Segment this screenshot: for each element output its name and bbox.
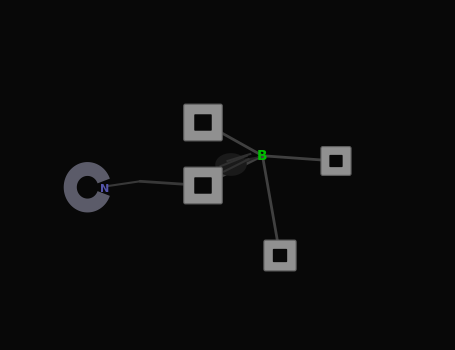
Text: N: N	[101, 184, 110, 194]
FancyBboxPatch shape	[184, 167, 222, 204]
FancyBboxPatch shape	[194, 177, 212, 194]
Polygon shape	[229, 156, 263, 170]
Text: B: B	[257, 149, 268, 163]
Polygon shape	[64, 162, 110, 212]
FancyBboxPatch shape	[273, 249, 287, 262]
FancyBboxPatch shape	[321, 147, 351, 175]
FancyBboxPatch shape	[329, 155, 343, 167]
FancyBboxPatch shape	[184, 104, 222, 141]
Ellipse shape	[215, 153, 247, 176]
FancyBboxPatch shape	[194, 114, 212, 131]
FancyBboxPatch shape	[264, 240, 296, 271]
